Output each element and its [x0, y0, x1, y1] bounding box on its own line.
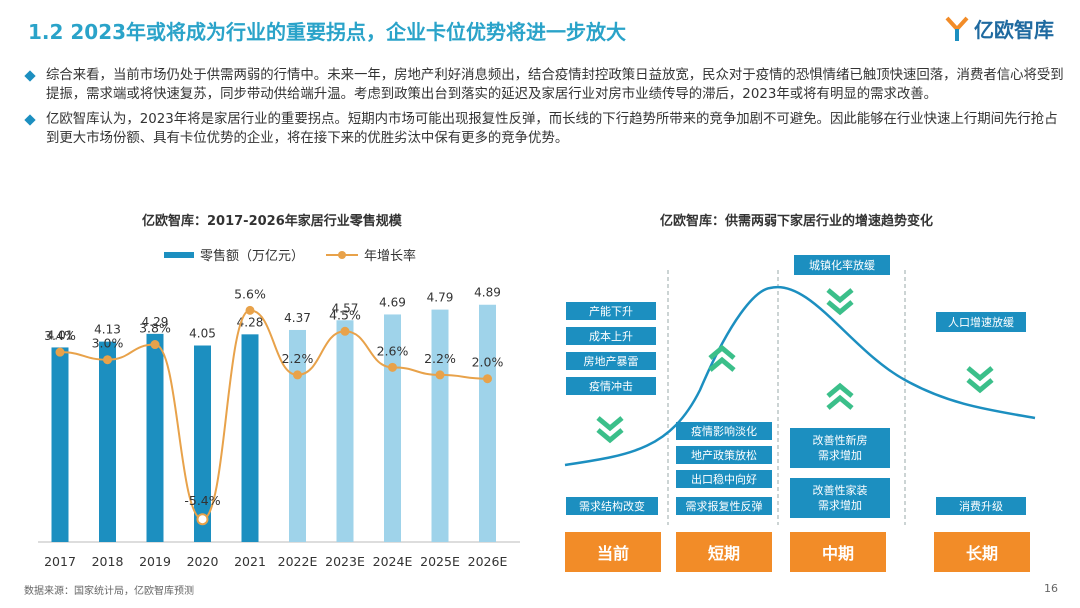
- diagram-title: 亿欧智库：供需两弱下家居行业的增速趋势变化: [660, 214, 934, 229]
- growth-rate-label: 2.0%: [472, 355, 504, 370]
- bar-2026E: [479, 304, 496, 542]
- chart-legend: 零售额（万亿元） 年增长率: [164, 245, 416, 264]
- trend-curve: [564, 285, 1036, 467]
- double-chevron-down-icon: [826, 288, 854, 316]
- legend-bar-swatch: [164, 251, 194, 258]
- x-tick-label: 2021: [234, 554, 266, 569]
- phase-mid-term: 中期: [790, 532, 886, 572]
- growth-rate-point: [435, 370, 445, 380]
- growth-rate-point: [245, 305, 255, 315]
- bar-value-label: 4.37: [284, 311, 311, 325]
- trend-diagram: [564, 270, 1036, 525]
- growth-rate-label: 3.0%: [92, 336, 124, 351]
- bullet-text: 亿欧智库认为，2023年将是家居行业的重要拐点。短期内市场可能出现报复性反弹，而…: [46, 112, 1058, 146]
- growth-rate-point: [293, 370, 302, 380]
- bar-value-label: 4.79: [427, 291, 454, 305]
- summary-bullets: 综合来看，当前市场仍处于供需两弱的行情中。未来一年，房地产利好消息频出，结合疫情…: [24, 66, 1064, 154]
- x-tick-label: 2026E: [468, 554, 508, 569]
- factor-box: 需求报复性反弹: [676, 497, 772, 515]
- growth-rate-label: 3.4%: [44, 328, 76, 343]
- double-chevron-up-icon: [708, 344, 736, 372]
- bar-value-label: 4.29: [142, 315, 169, 329]
- factor-box: 疫情冲击: [566, 377, 656, 395]
- brand-logo: 亿欧智库: [944, 14, 1054, 43]
- page-number: 16: [1044, 582, 1058, 595]
- x-tick-label: 2018: [92, 554, 124, 569]
- bar-2022E: [289, 329, 306, 542]
- growth-rate-point: [55, 347, 65, 357]
- legend-line-label: 年增长率: [364, 249, 417, 264]
- growth-rate-point: [103, 355, 112, 365]
- bar-2025E: [431, 309, 449, 542]
- growth-rate-label: 4.5%: [329, 307, 361, 322]
- factor-box: 成本上升: [566, 327, 656, 345]
- diamond-bullet-icon: [24, 114, 36, 126]
- bar-2018: [99, 341, 116, 542]
- logo-text: 亿欧智库: [974, 18, 1054, 42]
- double-chevron-up-icon: [826, 382, 854, 410]
- bar-value-label: 4.69: [379, 295, 406, 309]
- factor-box: 消费升级: [936, 497, 1026, 515]
- bar-value-label: 4.57: [332, 301, 359, 315]
- factor-box: 出口稳中向好: [676, 470, 772, 488]
- growth-rate-point: [483, 374, 492, 384]
- page-title: 1.2 2023年或将成为行业的重要拐点，企业卡位优势将进一步放大: [28, 20, 627, 44]
- legend-line-swatch: [326, 250, 359, 259]
- growth-rate-line: [59, 309, 488, 521]
- growth-rate-label: 5.6%: [234, 286, 266, 301]
- logo-icon: [945, 16, 969, 41]
- x-tick-label: 2022E: [278, 554, 318, 569]
- bar-2017: [51, 347, 69, 542]
- x-tick-label: 2025E: [420, 554, 460, 569]
- double-chevron-down-icon: [596, 416, 624, 444]
- x-tick-label: 2017: [44, 554, 76, 569]
- growth-rate-label: 2.6%: [377, 343, 409, 358]
- x-tick-label: 2024E: [373, 554, 413, 569]
- bar-2020: [194, 345, 211, 542]
- legend-bar-label: 零售额（万亿元）: [200, 249, 305, 264]
- bar-chart-title: 亿欧智库：2017-2026年家居行业零售规模: [142, 214, 402, 229]
- retail-scale-chart: 4.0120174.1320184.2920194.0520204.282021…: [38, 286, 520, 569]
- bar-2024E: [384, 314, 401, 542]
- growth-rate-label: 3.8%: [139, 321, 171, 336]
- x-tick-label: 2019: [139, 554, 171, 569]
- bar-2019: [146, 333, 164, 542]
- growth-rate-point: [150, 340, 160, 350]
- bullet-item: 综合来看，当前市场仍处于供需两弱的行情中。未来一年，房地产利好消息频出，结合疫情…: [24, 66, 1064, 104]
- bar-value-label: 4.89: [474, 286, 501, 300]
- growth-rate-label: 2.2%: [424, 351, 456, 366]
- bar-value-label: 4.01: [47, 328, 74, 342]
- factor-box: 疫情影响淡化: [676, 422, 772, 440]
- phase-short-term: 短期: [676, 532, 772, 572]
- phase-long-term: 长期: [934, 532, 1030, 572]
- growth-rate-point: [340, 326, 350, 336]
- phase-current: 当前: [565, 532, 661, 572]
- factor-box: 人口增速放缓: [936, 312, 1026, 332]
- growth-rate-label: 2.2%: [282, 351, 314, 366]
- x-tick-label: 2020: [187, 554, 219, 569]
- factor-box: 房地产暴雷: [566, 352, 656, 370]
- factor-box: 改善性新房 需求增加: [790, 428, 890, 468]
- growth-rate-point: [388, 362, 397, 372]
- factor-box: 地产政策放松: [676, 446, 772, 464]
- bar-2021: [241, 334, 259, 542]
- factor-box: 产能下升: [566, 302, 656, 320]
- bar-value-label: 4.13: [94, 323, 121, 337]
- growth-rate-point: [196, 513, 209, 526]
- bullet-item: 亿欧智库认为，2023年将是家居行业的重要拐点。短期内市场可能出现报复性反弹，而…: [24, 110, 1064, 148]
- x-tick-label: 2023E: [325, 554, 365, 569]
- bullet-text: 综合来看，当前市场仍处于供需两弱的行情中。未来一年，房地产利好消息频出，结合疫情…: [46, 68, 1064, 102]
- bar-2023E: [336, 320, 354, 542]
- factor-box: 改善性家装 需求增加: [790, 478, 890, 518]
- factor-box: 城镇化率放缓: [794, 255, 890, 275]
- data-source: 数据来源：国家统计局，亿欧智库预测: [24, 586, 194, 597]
- bar-value-label: 4.05: [189, 327, 216, 341]
- diamond-bullet-icon: [24, 70, 36, 82]
- growth-rate-label: -5.4%: [184, 493, 220, 508]
- double-chevron-down-icon: [966, 366, 994, 394]
- factor-box: 需求结构改变: [566, 497, 658, 515]
